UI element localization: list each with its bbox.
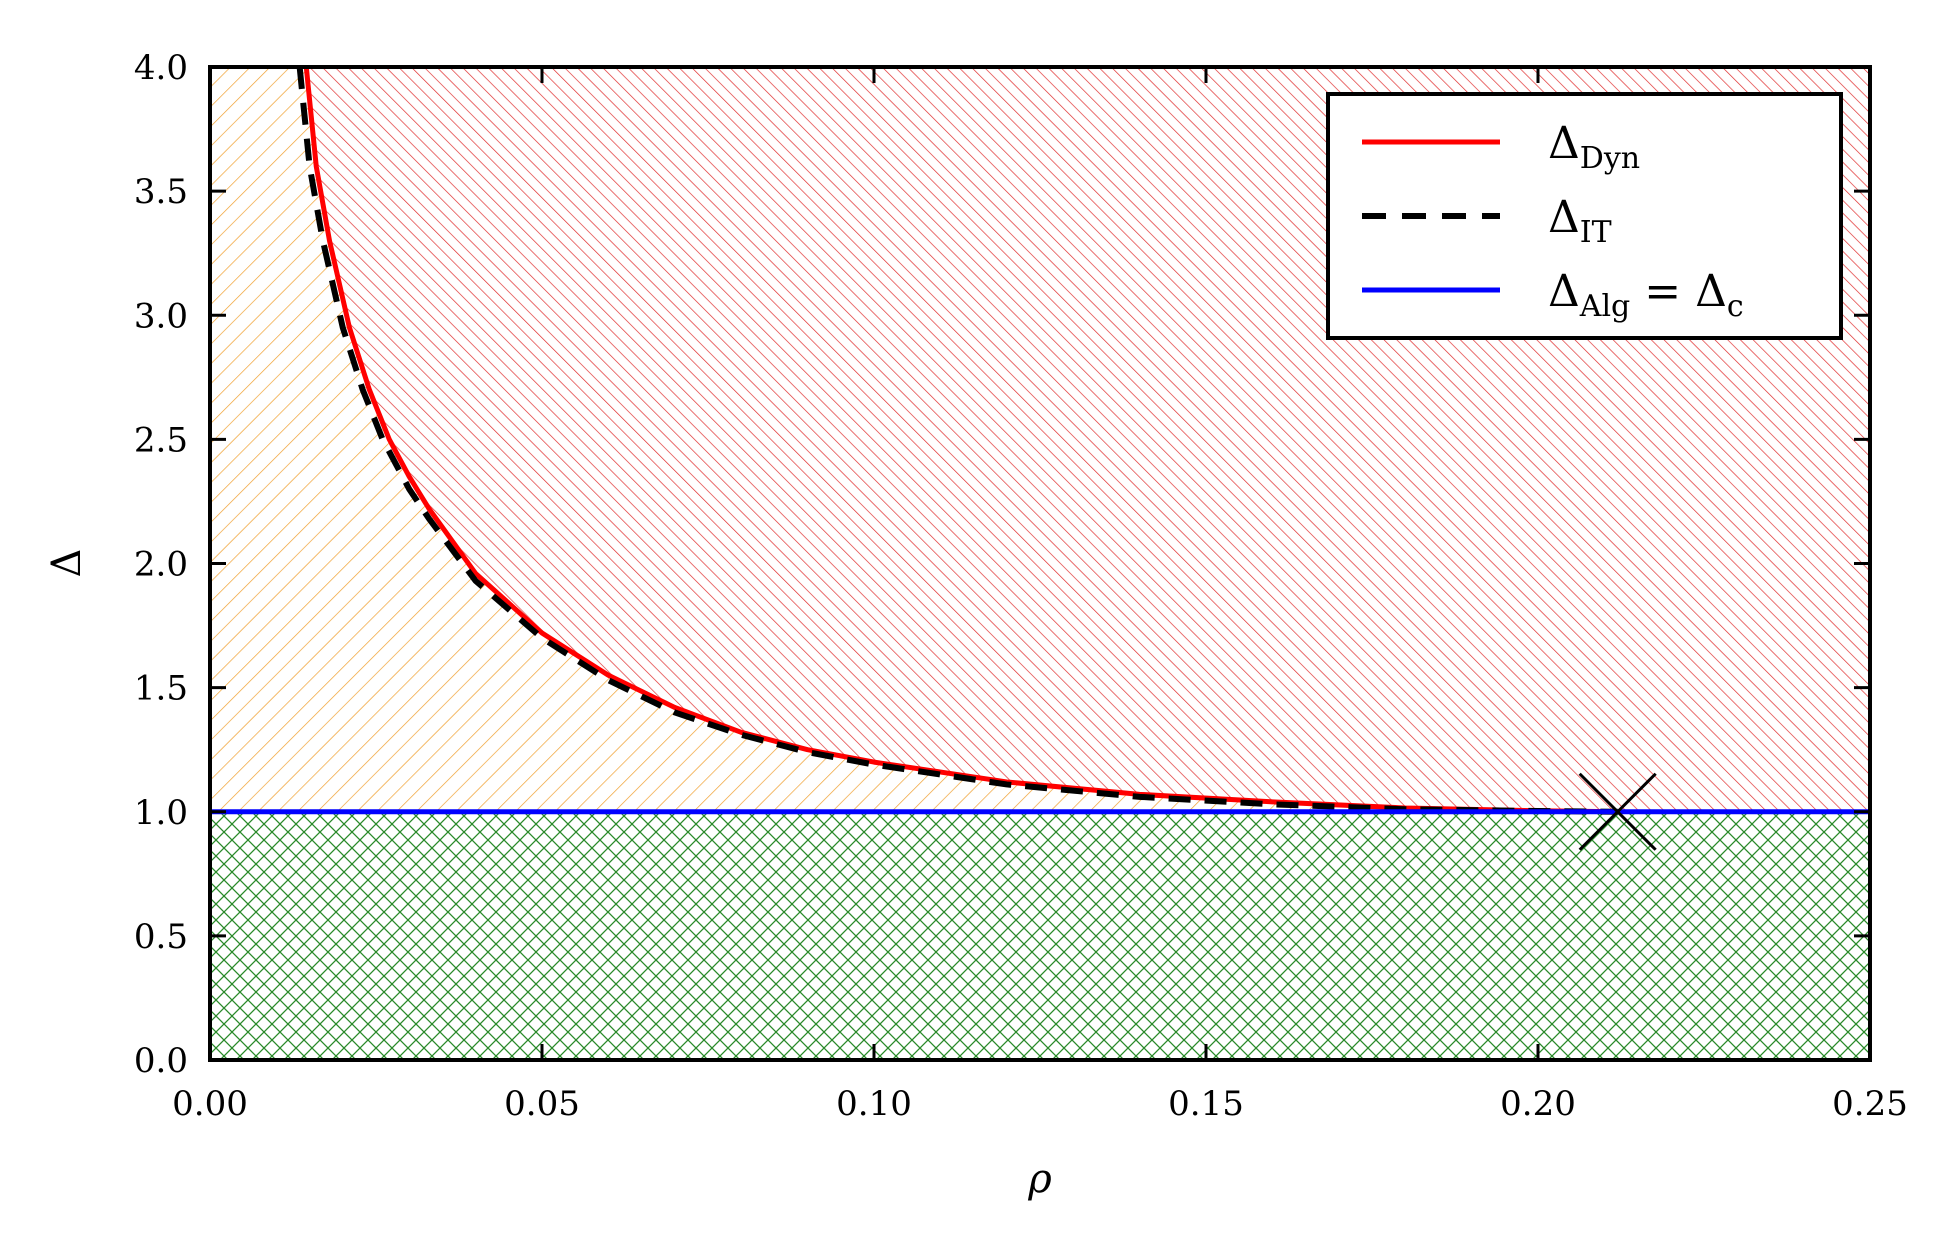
region-middle-left — [210, 67, 1618, 812]
y-tick-label: 3.5 — [134, 172, 188, 212]
critical-point-marker — [1578, 772, 1657, 851]
y-tick-label: 2.0 — [134, 545, 188, 585]
legend-entry-dyn: ΔDyn — [1362, 118, 1640, 176]
y-tick-label: 1.0 — [134, 793, 188, 833]
region-below-line — [210, 811, 1870, 1060]
legend-entry-alg: ΔAlg = Δc — [1362, 266, 1744, 324]
y-tick-label: 0.0 — [134, 1041, 188, 1081]
series-lines — [210, 67, 1870, 815]
axis-ticks — [208, 65, 1872, 1062]
legend-entry-it: ΔIT — [1362, 192, 1612, 250]
x-tick-label: 0.05 — [504, 1084, 580, 1124]
series-dyn-line — [303, 67, 1618, 815]
y-tick-label: 4.0 — [134, 48, 188, 88]
markers — [1578, 772, 1657, 851]
y-tick-label: 3.0 — [134, 296, 188, 336]
x-tick-label: 0.25 — [1832, 1084, 1908, 1124]
legend-label: ΔIT — [1548, 192, 1612, 250]
y-axis-label: Δ — [44, 549, 90, 578]
x-tick-label: 0.15 — [1168, 1084, 1244, 1124]
x-axis-label: ρ — [1027, 1156, 1052, 1202]
axis-tick-labels: 0.00 0.05 0.10 0.15 0.20 0.25 0.0 0.5 1.0 1.5 2.0 2… — [134, 48, 1908, 1124]
legend-label: ΔDyn — [1548, 118, 1640, 176]
x-tick-label: 0.10 — [836, 1084, 912, 1124]
y-tick-label: 1.5 — [134, 669, 188, 709]
legend-label: ΔAlg = Δc — [1548, 266, 1744, 324]
legend: ΔDyn ΔIT ΔAlg = Δc — [1326, 92, 1843, 340]
y-tick-label: 2.5 — [134, 420, 188, 460]
x-tick-label: 0.20 — [1500, 1084, 1576, 1124]
y-tick-label: 0.5 — [134, 917, 188, 957]
x-tick-label: 0.00 — [172, 1084, 248, 1124]
